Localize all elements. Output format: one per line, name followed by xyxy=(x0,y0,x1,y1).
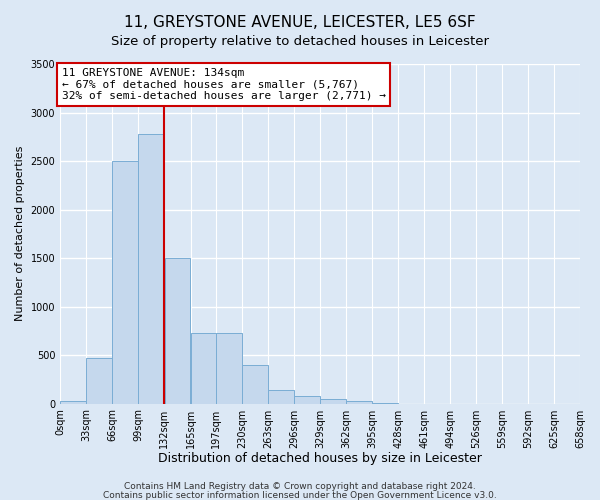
Bar xyxy=(191,333,217,404)
Bar xyxy=(60,400,86,404)
Bar xyxy=(373,402,398,404)
Y-axis label: Number of detached properties: Number of detached properties xyxy=(15,146,25,322)
Bar xyxy=(164,258,190,404)
Bar xyxy=(268,390,294,404)
Bar xyxy=(346,401,372,404)
Bar xyxy=(294,396,320,404)
Bar xyxy=(216,333,242,404)
Bar xyxy=(112,161,138,404)
Bar xyxy=(139,134,164,404)
Text: Contains public sector information licensed under the Open Government Licence v3: Contains public sector information licen… xyxy=(103,490,497,500)
X-axis label: Distribution of detached houses by size in Leicester: Distribution of detached houses by size … xyxy=(158,452,482,465)
Bar xyxy=(242,365,268,404)
Bar xyxy=(86,358,112,404)
Text: 11 GREYSTONE AVENUE: 134sqm
← 67% of detached houses are smaller (5,767)
32% of : 11 GREYSTONE AVENUE: 134sqm ← 67% of det… xyxy=(62,68,386,101)
Bar xyxy=(320,398,346,404)
Text: 11, GREYSTONE AVENUE, LEICESTER, LE5 6SF: 11, GREYSTONE AVENUE, LEICESTER, LE5 6SF xyxy=(124,15,476,30)
Text: Size of property relative to detached houses in Leicester: Size of property relative to detached ho… xyxy=(111,35,489,48)
Text: Contains HM Land Registry data © Crown copyright and database right 2024.: Contains HM Land Registry data © Crown c… xyxy=(124,482,476,491)
